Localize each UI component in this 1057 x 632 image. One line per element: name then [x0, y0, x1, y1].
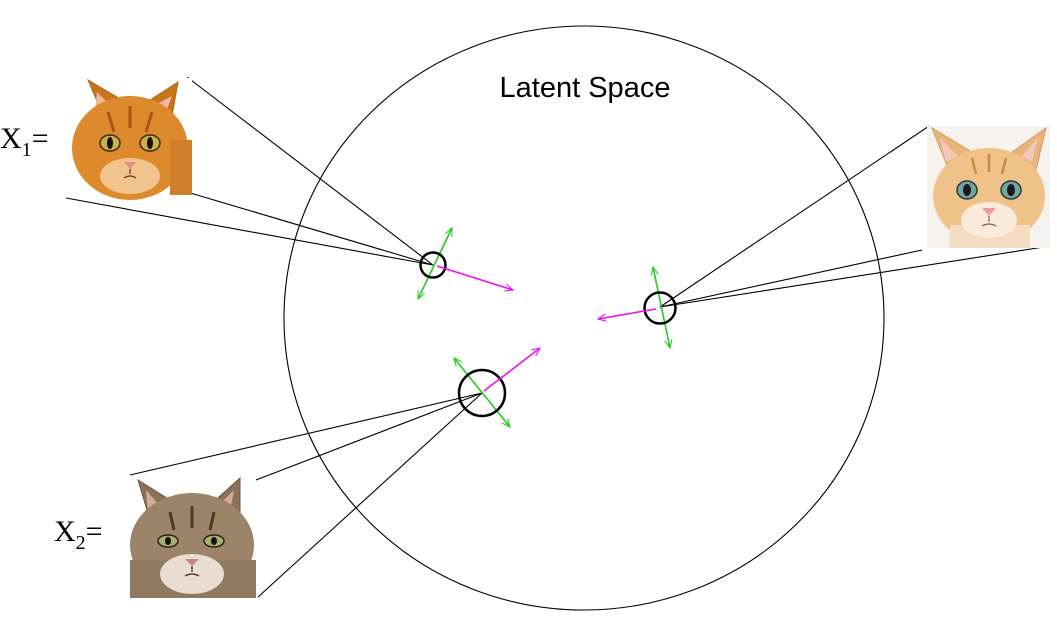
kitten-projection-lines — [659, 125, 1051, 308]
kitten-mean-arrow — [598, 308, 657, 319]
x1-encoding-circle — [419, 251, 447, 279]
orange-tabby-cat-image — [70, 78, 192, 200]
x2-variance-arrow — [454, 358, 510, 427]
x1-projection-lines — [65, 76, 434, 266]
x2-latent-node — [454, 348, 540, 427]
kitten-variance-arrow — [653, 267, 670, 348]
kitten-encoding-circle — [643, 291, 677, 325]
x1-mean-arrow — [436, 265, 513, 290]
orange-kitten-image — [927, 126, 1050, 248]
brown-tabby-cat-image — [130, 476, 256, 598]
x2-projection-lines — [129, 392, 483, 598]
x1-latent-node — [417, 228, 513, 299]
latent-space-boundary — [283, 25, 885, 611]
kitten-latent-node — [598, 267, 677, 348]
x2-label: X2= — [54, 515, 103, 554]
x1-label: X1= — [0, 122, 49, 161]
x2-encoding-circle — [457, 368, 507, 418]
diagram-title: Latent Space — [500, 72, 671, 104]
x2-mean-arrow — [483, 348, 540, 392]
x1-variance-arrow — [417, 228, 453, 299]
